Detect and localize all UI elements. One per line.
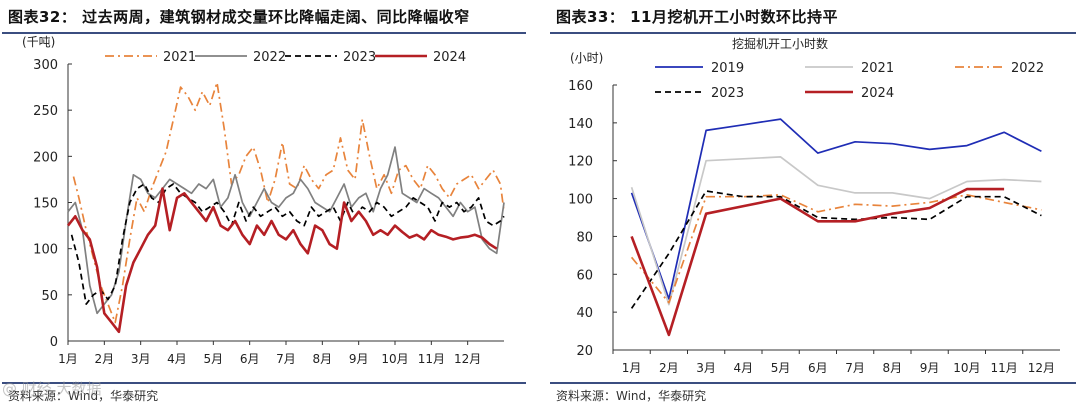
right-y-tick-label: 80 [576, 230, 593, 245]
right-series-line-2019 [630, 118, 1042, 300]
right-legend-label-2019: 2019 [711, 61, 744, 76]
left-x-tick-label: 9月 [349, 352, 369, 366]
right-x-tick-label: 10月 [953, 361, 980, 375]
left-series-line-2024 [66, 187, 498, 334]
left-title-rule [2, 32, 526, 34]
right-chart-inner-title: 挖掘机开工小时数 [732, 36, 828, 51]
right-title-rule [550, 32, 1076, 34]
left-chart-title: 图表32： 过去两周，建筑钢材成交量环比降幅走阔、同比降幅收窄 [8, 8, 470, 26]
left-x-tick-label: 5月 [204, 352, 224, 366]
left-x-tick-label: 2月 [95, 352, 115, 366]
right-chart-title: 图表33： 11月挖机开工小时数环比持平 [556, 8, 838, 26]
right-chart-panel: 图表33： 11月挖机开工小时数环比持平 挖掘机开工小时数 (小时) 20 40 60 8… [548, 0, 1080, 412]
right-x-tick-label: 4月 [734, 361, 754, 375]
left-y-tick-label: 200 [33, 150, 58, 165]
left-source-rule [2, 382, 526, 384]
left-y-unit-label: (千吨) [22, 35, 55, 49]
left-x-tick-label: 4月 [167, 352, 187, 366]
right-y-tick-label: 20 [576, 344, 593, 359]
left-x-tick-label: 11月 [418, 352, 445, 366]
right-source-rule [550, 382, 1076, 384]
left-legend-label-2022: 2022 [253, 50, 286, 65]
right-y-tick-label: 60 [576, 268, 593, 283]
right-series-line-2021 [630, 156, 1042, 306]
left-x-tick-label: 6月 [240, 352, 260, 366]
left-y-tick-label: 100 [33, 243, 58, 258]
left-x-tick-label: 7月 [276, 352, 296, 366]
left-y-tick-label: 150 [33, 197, 58, 212]
right-x-tick-label: 6月 [808, 361, 828, 375]
right-legend-label-2024: 2024 [861, 86, 894, 101]
right-y-tick-label: 40 [576, 306, 593, 321]
watermark: @ 财经 大数据 [2, 380, 102, 398]
left-x-tick-label: 3月 [131, 352, 151, 366]
right-y-tick-label: 100 [568, 193, 593, 208]
left-series-line-2023 [70, 183, 505, 305]
left-x-tick-label: 1月 [58, 352, 78, 366]
right-x-tick-label: 3月 [696, 361, 716, 375]
right-y-tick-label: 120 [568, 155, 593, 170]
left-x-tick-label: 10月 [381, 352, 408, 366]
left-x-tick-label: 12月 [454, 352, 481, 366]
right-source-note: 资料来源：Wind，华泰研究 [556, 389, 707, 403]
right-x-tick-label: 7月 [845, 361, 865, 375]
left-legend-label-2023: 2023 [343, 50, 376, 65]
left-x-tick-label: 8月 [313, 352, 333, 366]
right-series-line-2022 [630, 193, 1042, 304]
left-legend-label-2021: 2021 [163, 50, 196, 65]
right-y-tick-label: 140 [568, 117, 593, 132]
left-series-line-2022 [67, 146, 505, 315]
right-series-line-2024 [630, 187, 1005, 337]
right-x-tick-label: 9月 [920, 361, 940, 375]
left-legend-label-2024: 2024 [433, 50, 466, 65]
right-x-tick-label: 2月 [659, 361, 679, 375]
right-x-tick-label: 5月 [771, 361, 791, 375]
left-y-tick-label: 50 [41, 289, 58, 304]
right-x-tick-label: 1月 [622, 361, 642, 375]
right-legend-label-2022: 2022 [1011, 61, 1044, 76]
left-source-note: 资料来源：Wind，华泰研究 [8, 389, 159, 403]
right-x-tick-label: 12月 [1028, 361, 1055, 375]
right-legend-label-2021: 2021 [861, 61, 894, 76]
left-series-line-2021 [72, 81, 505, 324]
right-legend-label-2023: 2023 [711, 86, 744, 101]
right-y-unit-label: (小时) [570, 51, 603, 65]
left-line-chart: (千吨) 0 50 100 150 200 250 300 1月 2月 3月 4月 5月 6月 7月 8月 9月… [22, 35, 505, 366]
right-x-tick-label: 11月 [990, 361, 1017, 375]
right-line-chart: 挖掘机开工小时数 (小时) 20 40 60 80 100 120 140 160 1月 2月 3月 4月… [568, 36, 1060, 375]
right-series-line-2023 [630, 190, 1042, 309]
right-y-tick-label: 160 [568, 79, 593, 94]
left-chart-panel: 图表32： 过去两周，建筑钢材成交量环比降幅走阔、同比降幅收窄 (千吨) 0 50 1… [0, 0, 530, 412]
left-y-tick-label: 300 [33, 58, 58, 73]
left-y-tick-label: 0 [50, 335, 58, 350]
left-y-tick-label: 250 [33, 104, 58, 119]
right-x-tick-label: 8月 [883, 361, 903, 375]
